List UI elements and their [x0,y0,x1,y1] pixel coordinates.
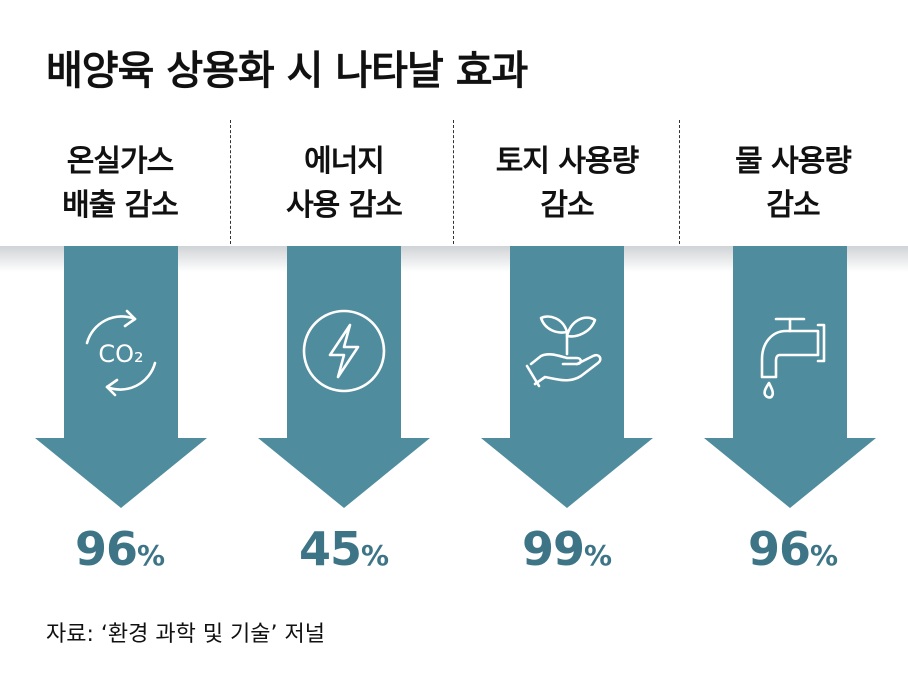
category-label-line: 사용 감소 [286,188,403,223]
plant-hand-icon [525,315,602,388]
arrow-1 [35,246,207,508]
percent-unit: % [809,539,839,572]
percent-unit: % [360,539,390,572]
arrow-3 [481,246,653,508]
category-label: 온실가스 배출 감소 [7,140,233,228]
header-band [0,118,908,246]
category-label-line: 감소 [540,188,594,223]
arrow-2 [258,246,430,508]
category-label: 에너지 사용 감소 [231,140,457,228]
percent-value: 96 [747,522,811,576]
category-label-line: 배출 감소 [62,188,179,223]
category-label-line: 물 사용량 [735,144,852,179]
category-label-line: 에너지 [304,144,385,179]
column-divider [453,120,454,244]
percent-value: 96 [74,522,138,576]
column-divider [679,120,680,244]
percent-label: 96% [7,522,233,576]
percent-value: 45 [298,522,362,576]
percent-label: 96% [680,522,906,576]
category-label-line: 토지 사용량 [495,144,639,179]
co2-cycle-icon: CO₂ [85,309,157,397]
percent-value: 99 [521,522,585,576]
arrow-4 [704,246,876,508]
chart-title: 배양육 상용화 시 나타날 효과 [46,48,528,94]
percent-unit: % [583,539,613,572]
percent-label: 99% [454,522,680,576]
source-note: 자료: ‘환경 과학 및 기술’ 저널 [46,622,326,647]
lightning-icon [302,309,386,393]
column-divider [230,120,231,244]
category-label-line: 온실가스 [66,144,174,179]
category-label-line: 감소 [766,188,820,223]
percent-label: 45% [231,522,457,576]
faucet-icon [760,317,826,399]
percent-unit: % [136,539,166,572]
category-label: 토지 사용량 감소 [454,140,680,228]
co2-label: CO₂ [98,340,143,368]
category-label: 물 사용량 감소 [680,140,906,228]
